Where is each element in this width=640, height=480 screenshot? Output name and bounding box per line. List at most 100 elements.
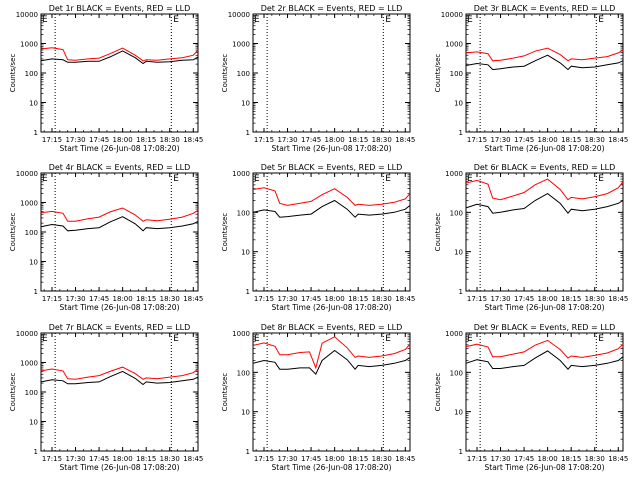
x-tick-label: 17:45 [89,136,109,144]
x-tick-label: 18:15 [136,136,156,144]
x-tick-label: 18:30 [160,295,180,303]
x-tick-label: 18:15 [348,295,368,303]
y-tick-label: 1000 [20,41,38,49]
x-tick-label: 17:45 [301,136,321,144]
x-tick-label: 18:00 [325,455,345,463]
y-tick-label: 1000 [445,41,463,49]
x-tick-label: 17:45 [514,295,534,303]
y-tick-label: 10000 [16,11,38,19]
x-tick-label: 17:15 [42,295,62,303]
x-tick-label: 18:00 [538,136,558,144]
x-tick-label: 17:15 [254,136,274,144]
x-tick-label: 17:15 [42,455,62,463]
x-tick-label: 17:30 [490,295,510,303]
x-tick-label: 17:30 [65,455,85,463]
y-tick-label: 1 [459,288,463,296]
end-marker-label: E [173,334,179,344]
y-tick-label: 1000 [445,170,463,178]
lld-series-line [252,336,411,370]
plot-frame [465,332,624,452]
chart-title: Det 8r BLACK = Events, RED = LLD [261,323,403,332]
x-tick-label: 18:45 [395,455,415,463]
x-axis-label: Start Time (26-Jun-08 17:08:20) [485,463,605,472]
y-tick-label: 10 [454,249,463,257]
start-marker-label: E [42,15,48,25]
plot-frame [465,13,624,133]
y-tick-label: 10 [29,100,38,108]
x-tick-label: 18:00 [325,295,345,303]
end-marker-label: E [385,174,391,184]
x-tick-label: 17:30 [277,455,297,463]
y-tick-label: 100 [450,369,463,377]
y-tick-label: 1 [34,448,38,456]
x-axis-label: Start Time (26-Jun-08 17:08:20) [272,303,392,312]
y-tick-label: 10 [454,409,463,417]
x-tick-label: 18:15 [561,136,581,144]
x-tick-label: 18:45 [608,295,628,303]
y-tick-label: 100 [25,70,38,78]
x-tick-label: 18:45 [183,295,203,303]
chart-panel-3: Det 3r BLACK = Events, RED = LLD 1 10 100 10… [434,4,628,153]
y-tick-label: 1 [246,448,250,456]
chart-title: Det 7r BLACK = Events, RED = LLD [49,323,191,332]
x-tick-label: 17:30 [277,295,297,303]
x-tick-label: 17:15 [467,136,487,144]
x-tick-label: 18:15 [136,455,156,463]
chart-panel-7: Det 7r BLACK = Events, RED = LLD 1 10 100 10… [9,323,203,472]
start-marker-label: E [467,15,473,25]
x-tick-label: 18:30 [585,455,605,463]
x-tick-label: 18:00 [538,455,558,463]
y-tick-label: 10 [241,249,250,257]
plot-frame [40,332,199,452]
y-tick-label: 1000 [232,170,250,178]
y-tick-label: 10000 [228,11,250,19]
x-tick-label: 18:30 [372,136,392,144]
x-tick-label: 18:30 [585,136,605,144]
x-tick-label: 18:15 [348,136,368,144]
y-axis-label: Counts/sec [434,213,442,252]
y-tick-label: 100 [237,70,250,78]
start-marker-label: E [254,334,260,344]
lld-series-line [465,178,624,201]
events-series-line [40,50,199,65]
chart-panel-6: Det 6r BLACK = Events, RED = LLD 1 10 100 10… [434,163,628,312]
x-tick-label: 18:00 [113,455,133,463]
x-tick-label: 17:45 [89,455,109,463]
y-tick-label: 100 [450,70,463,78]
x-axis-label: Start Time (26-Jun-08 17:08:20) [60,463,180,472]
end-marker-label: E [598,334,604,344]
plot-frame [40,13,199,133]
x-tick-label: 18:30 [585,295,605,303]
y-tick-label: 1 [246,288,250,296]
chart-panel-4: Det 4r BLACK = Events, RED = LLD 1 10 100 10… [9,163,203,312]
y-tick-label: 10 [241,409,250,417]
end-marker-label: E [173,174,179,184]
y-tick-label: 1 [34,129,38,137]
x-tick-label: 17:15 [42,136,62,144]
events-series-line [465,350,624,370]
y-tick-label: 100 [237,369,250,377]
y-axis-label: Counts/sec [9,373,17,412]
x-tick-label: 17:30 [490,455,510,463]
end-marker-label: E [385,334,391,344]
end-marker-label: E [385,15,391,25]
chart-panel-8: Det 8r BLACK = Events, RED = LLD 1 10 100 10… [221,323,415,472]
y-tick-label: 100 [450,209,463,217]
x-tick-label: 18:00 [113,136,133,144]
x-tick-label: 18:00 [325,136,345,144]
lld-series-line [40,47,199,62]
x-tick-label: 17:15 [467,455,487,463]
y-tick-label: 1000 [232,41,250,49]
x-tick-label: 18:45 [183,455,203,463]
x-tick-label: 18:30 [372,455,392,463]
y-tick-label: 1 [459,448,463,456]
x-tick-label: 17:45 [514,136,534,144]
chart-panel-5: Det 5r BLACK = Events, RED = LLD 1 10 100 10… [221,163,415,312]
x-tick-label: 18:45 [608,455,628,463]
y-tick-label: 100 [237,209,250,217]
y-tick-label: 10000 [441,11,463,19]
plot-frame [252,13,411,133]
x-tick-label: 18:45 [395,295,415,303]
lld-series-line [465,339,624,359]
